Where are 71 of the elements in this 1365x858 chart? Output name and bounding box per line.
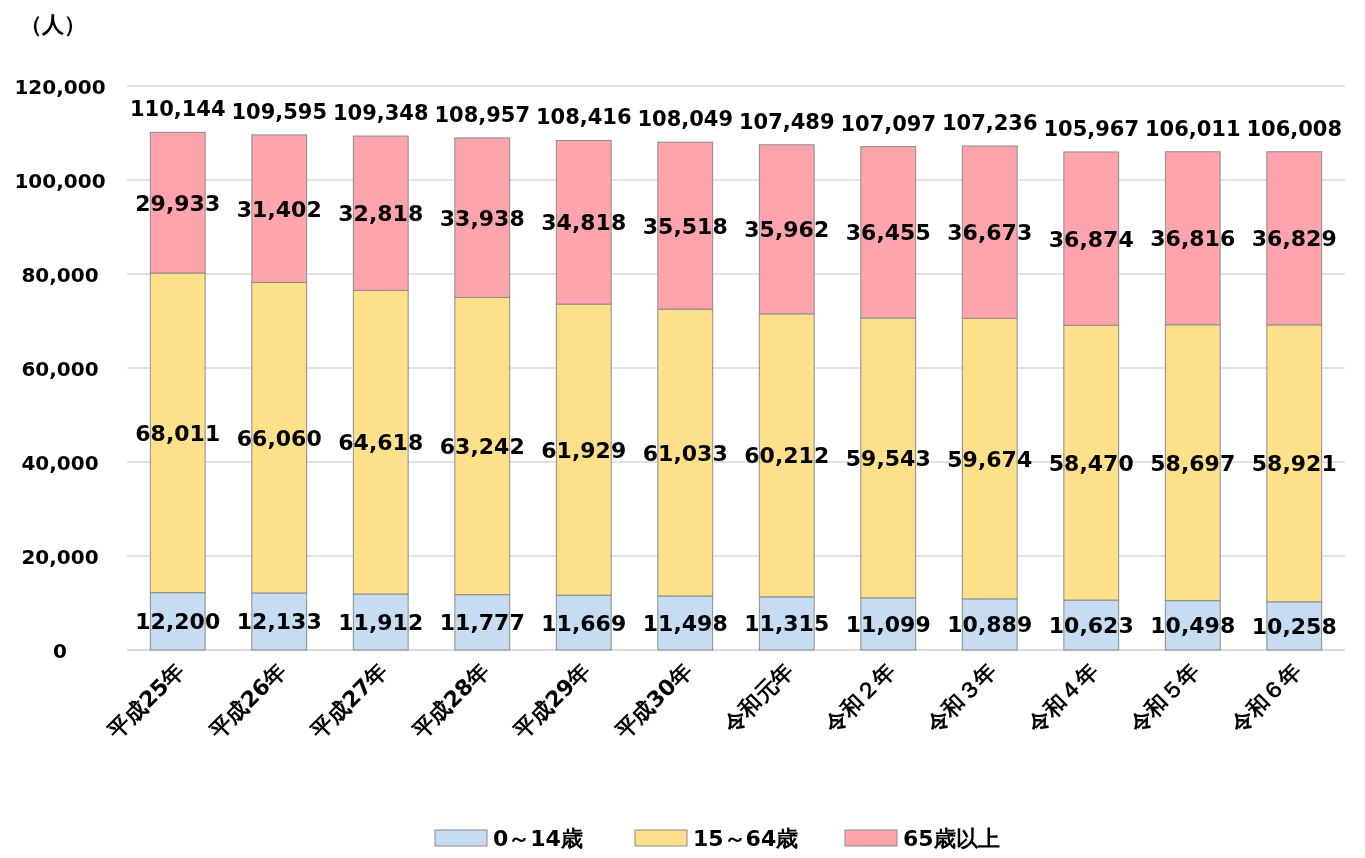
- total-label: 106,011: [1144, 116, 1241, 141]
- total-label: 106,008: [1246, 116, 1343, 141]
- total-label: 109,595: [231, 99, 328, 124]
- total-label: 108,957: [434, 102, 531, 127]
- data-label: 32,818: [338, 201, 424, 227]
- data-label: 12,200: [135, 609, 221, 635]
- data-label: 61,033: [642, 440, 728, 466]
- legend-label: 65歳以上: [903, 826, 1000, 851]
- data-label: 68,011: [135, 420, 221, 446]
- x-tick-label: 平成29年: [508, 657, 596, 745]
- x-tick-label: 令和３年: [920, 657, 1002, 739]
- data-label: 58,921: [1251, 451, 1337, 477]
- y-tick-label: 20,000: [21, 545, 99, 569]
- data-label: 61,929: [541, 437, 627, 463]
- x-tick-label: 令和５年: [1123, 657, 1205, 739]
- data-label: 10,623: [1048, 613, 1134, 639]
- y-tick-label: 40,000: [21, 451, 99, 475]
- data-label: 29,933: [135, 190, 221, 216]
- data-label: 36,816: [1150, 226, 1236, 252]
- data-label: 35,518: [642, 213, 728, 239]
- data-label: 11,669: [541, 610, 627, 636]
- x-tick-label: 令和４年: [1022, 657, 1103, 739]
- data-label: 63,242: [439, 434, 525, 460]
- total-label: 109,348: [332, 101, 429, 126]
- data-label: 64,618: [338, 430, 424, 456]
- data-label: 34,818: [541, 210, 627, 236]
- data-label: 59,674: [947, 446, 1033, 472]
- legend-label: 0～14歳: [493, 826, 583, 851]
- data-label: 11,099: [845, 611, 931, 637]
- y-tick-label: 0: [53, 639, 67, 663]
- x-tick-label: 令和２年: [819, 657, 900, 739]
- x-tick-label: 令和６年: [1225, 657, 1306, 739]
- data-label: 31,402: [236, 196, 322, 222]
- data-label: 33,938: [439, 205, 525, 231]
- x-tick-label: 令和元年: [717, 657, 799, 739]
- data-label: 10,498: [1150, 613, 1236, 639]
- data-label: 10,258: [1251, 613, 1337, 639]
- data-label: 11,498: [642, 610, 728, 636]
- total-label: 108,049: [637, 107, 734, 132]
- x-tick-label: 平成28年: [407, 657, 494, 745]
- x-tick-label: 平成30年: [610, 657, 697, 745]
- total-label: 110,144: [129, 97, 226, 122]
- y-tick-label: 60,000: [21, 357, 99, 381]
- data-label: 11,912: [338, 610, 424, 636]
- data-label: 12,133: [236, 609, 322, 635]
- y-tick-label: 120,000: [14, 75, 106, 99]
- data-label: 11,777: [439, 610, 525, 636]
- data-label: 58,697: [1150, 450, 1236, 476]
- data-label: 35,962: [744, 217, 830, 243]
- data-label: 36,874: [1048, 226, 1134, 252]
- data-label: 36,673: [947, 220, 1033, 246]
- legend-label: 15～64歳: [693, 826, 799, 851]
- data-label: 36,455: [845, 220, 931, 246]
- total-label: 108,416: [535, 105, 632, 130]
- data-label: 10,889: [947, 612, 1033, 638]
- data-label: 66,060: [236, 425, 322, 451]
- x-tick-label: 平成25年: [102, 657, 190, 745]
- data-label: 11,315: [744, 611, 830, 637]
- total-label: 107,236: [941, 110, 1038, 135]
- total-label: 107,097: [840, 111, 937, 136]
- x-tick-label: 平成27年: [305, 657, 393, 745]
- total-label: 105,967: [1043, 116, 1140, 141]
- y-axis-title: （人）: [20, 12, 86, 37]
- total-label: 107,489: [738, 109, 835, 134]
- data-label: 59,543: [845, 445, 931, 471]
- y-tick-label: 100,000: [14, 169, 106, 193]
- data-label: 36,829: [1251, 226, 1337, 252]
- data-label: 60,212: [744, 443, 830, 469]
- data-label: 58,470: [1048, 450, 1134, 476]
- y-tick-label: 80,000: [21, 263, 99, 287]
- x-tick-label: 平成26年: [204, 657, 291, 745]
